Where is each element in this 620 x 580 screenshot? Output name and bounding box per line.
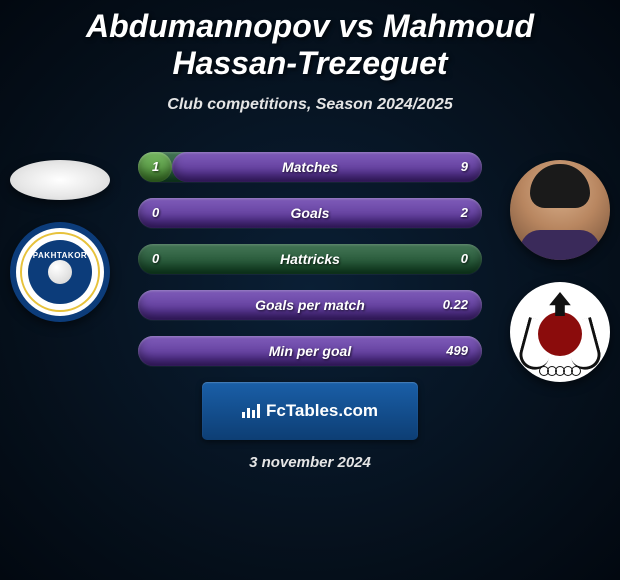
stat-row: Goals per match0.22 (138, 290, 482, 320)
watermark-text: FcTables.com (266, 401, 378, 421)
stat-value-player2: 0 (447, 244, 482, 274)
stat-label: Hattricks (138, 244, 482, 274)
chart-icon (242, 404, 260, 418)
stat-row: Min per goal499 (138, 336, 482, 366)
stat-label: Min per goal (138, 336, 482, 366)
stat-value-player1: 0 (138, 244, 173, 274)
comparison-subtitle: Club competitions, Season 2024/2025 (0, 96, 620, 114)
stat-value-player2: 499 (432, 336, 482, 366)
stat-row: Matches1 9 (138, 152, 482, 182)
watermark-badge[interactable]: FcTables.com (202, 382, 418, 440)
stat-row: Goals0 2 (138, 198, 482, 228)
stat-value-player2: 0.22 (429, 290, 482, 320)
stat-value-player2: 2 (447, 198, 482, 228)
stat-label: Goals (138, 198, 482, 228)
generation-date: 3 november 2024 (0, 454, 620, 471)
stat-value-player1 (138, 336, 166, 366)
stat-value-player1 (138, 290, 166, 320)
player1-club-badge: PAKHTAKOR (10, 222, 110, 322)
stat-row: Hattricks0 0 (138, 244, 482, 274)
stat-value-player1: 1 (138, 152, 173, 182)
stat-value-player1: 0 (138, 198, 173, 228)
comparison-title: Abdumannopov vs Mahmoud Hassan-Trezeguet (0, 0, 620, 82)
stat-label: Matches (138, 152, 482, 182)
stat-value-player2: 9 (447, 152, 482, 182)
